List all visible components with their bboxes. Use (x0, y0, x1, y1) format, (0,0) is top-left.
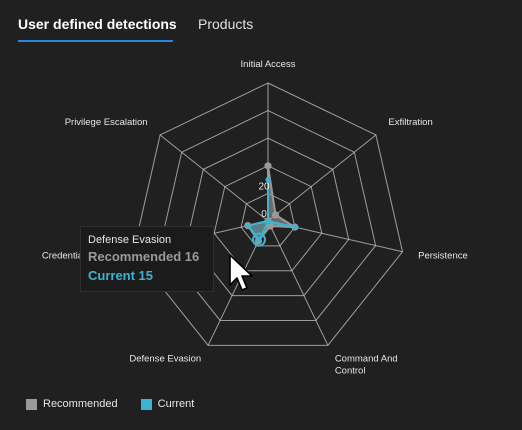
category-label: Exfiltration (388, 117, 432, 128)
grid-ring (213, 165, 323, 272)
axis-tick-label: 20 (258, 181, 270, 192)
legend-swatch-current (140, 398, 152, 410)
data-point-current (245, 223, 251, 229)
grid-spoke (267, 134, 377, 222)
grid-ring (240, 192, 296, 247)
category-label: Persistence (418, 250, 468, 261)
data-point-recommended (264, 162, 272, 170)
category-label: Privilege Escalation (65, 117, 148, 128)
category-label: Command And Control (335, 354, 398, 377)
tab-products[interactable]: Products (198, 16, 254, 32)
chart-tooltip: Defense Evasion Recommended 16 Current 1… (80, 226, 214, 292)
tab-bar: User defined detections Products (0, 0, 522, 46)
chart-legend: Recommended Current (26, 398, 214, 413)
grid-spoke (267, 220, 329, 346)
legend-label-recommended: Recommended (43, 398, 118, 410)
grid-ring (186, 137, 350, 297)
axis-tick-label: 0 (261, 209, 267, 220)
data-point-current (292, 224, 298, 230)
category-label: Defense Evasion (129, 354, 201, 365)
data-point-recommended (271, 211, 280, 219)
data-point-current (265, 218, 271, 224)
legend-item-current[interactable]: Current (140, 398, 195, 410)
grid-spoke (159, 134, 269, 222)
legend-item-recommended[interactable]: Recommended (26, 398, 118, 410)
category-label: Initial Access (241, 59, 296, 70)
category-label: Credential Access (42, 250, 118, 261)
legend-swatch-recommended (26, 398, 37, 410)
mouse-pointer-icon (229, 254, 253, 291)
legend-label-current: Current (157, 398, 195, 410)
hover-highlight-ring (252, 232, 267, 247)
grid-ring (159, 110, 377, 321)
data-point-current (256, 237, 262, 243)
tooltip-current-value: Current 15 (88, 268, 154, 283)
radar-chart: 0 20 Initial Access Exfiltration Persistence… (42, 59, 468, 377)
grid-ring (132, 82, 404, 346)
tab-user-defined-detections[interactable]: User defined detections (18, 16, 177, 32)
active-tab-indicator (18, 40, 173, 42)
tooltip-recommended-value: Recommended 16 (88, 249, 200, 264)
data-point-current (265, 177, 271, 183)
tooltip-title: Defense Evasion (88, 234, 172, 246)
